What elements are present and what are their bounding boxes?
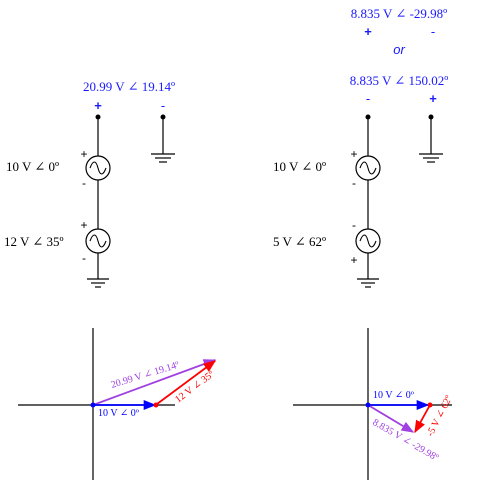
right-source-2-plus: + [350,253,357,267]
left-source-1-plus: + [80,147,87,161]
sine-icon [359,234,377,248]
left-vector-2 [156,360,217,405]
right-vector-1-label: 10 V ∠ 0º [373,390,414,401]
right-alt-result-label: 8.835 V ∠ -29.98º [351,6,447,21]
sine-icon [89,161,107,175]
left-source-2-label: 12 V ∠ 35º [4,234,64,249]
sine-icon [89,234,107,248]
ground-icon [151,153,175,163]
right-phasor-diagram: 10 V ∠ 0º -5 V ∠ 62º 8.835 V ∠ -29.98º [293,328,455,480]
ground-icon [419,153,443,163]
left-source-2-minus: - [82,251,86,265]
right-source-1-label: 10 V ∠ 0º [273,159,326,174]
left-phasor-diagram: 20.99 V ∠ 19.14º 12 V ∠ 35º 10 V ∠ 0º [18,328,216,480]
left-vector-1-label: 10 V ∠ 0º [98,408,139,419]
right-vector-2-label: -5 V ∠ 62º [425,394,455,438]
right-source-1-plus: + [350,147,357,161]
right-source-2-minus: - [352,218,356,232]
right-source-2-label: 5 V ∠ 62º [273,234,326,249]
ground-icon [357,278,379,288]
sine-icon [359,161,377,175]
left-source-2-plus: + [80,218,87,232]
right-vector-joint [427,402,433,408]
right-alt-minus-label: - [431,24,435,39]
left-vector-joint [153,402,159,408]
left-sum-vector [92,359,217,406]
right-minus-terminal-label: - [366,91,370,106]
left-phasor-origin [90,402,96,408]
right-sum-vector [367,404,415,433]
left-minus-terminal-label: - [161,98,165,113]
right-vector-2 [414,404,431,434]
left-circuit: 20.99 V ∠ 19.14º + - 10 V ∠ 0º + - [4,79,175,288]
left-source-1-label: 10 V ∠ 0º [6,159,59,174]
left-plus-terminal-label: + [94,98,102,113]
or-label: or [393,42,405,57]
right-source-1-minus: - [352,176,356,190]
right-circuit: 8.835 V ∠ -29.98º + - or 8.835 V ∠ 150.0… [273,6,449,288]
right-result-label: 8.835 V ∠ 150.02º [350,73,449,88]
right-plus-terminal-label: + [429,91,437,106]
right-alt-plus-label: + [364,24,372,39]
left-result-label: 20.99 V ∠ 19.14º [83,79,175,94]
ground-icon [87,278,109,288]
left-source-1-minus: - [82,176,86,190]
right-phasor-origin [365,402,371,408]
